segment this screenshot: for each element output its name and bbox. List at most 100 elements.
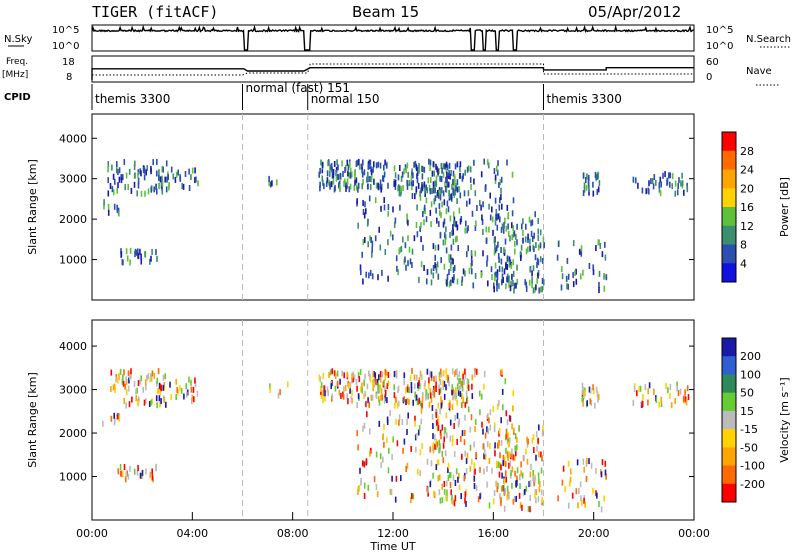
echo-cell	[406, 162, 409, 169]
echo-cell	[456, 224, 459, 231]
echo-cell	[598, 239, 600, 246]
echo-cell	[511, 171, 514, 178]
echo-cell	[122, 374, 124, 381]
echo-cell	[632, 400, 635, 407]
echo-cell	[424, 208, 426, 215]
echo-cell	[434, 443, 436, 450]
colorbar-swatch	[722, 429, 736, 448]
echo-cell	[505, 434, 507, 441]
echo-cell	[428, 184, 431, 191]
echo-cell	[151, 248, 153, 255]
echo-cell	[133, 164, 136, 170]
echo-cell	[318, 171, 320, 178]
colorbar-swatch	[722, 225, 736, 245]
echo-cell	[453, 370, 456, 377]
echo-cell	[515, 481, 517, 488]
echo-cell	[454, 180, 456, 187]
echo-cell	[488, 417, 490, 424]
echo-cell	[357, 222, 359, 229]
echo-cell	[458, 418, 460, 425]
echo-cell	[437, 424, 440, 431]
echo-cell	[337, 164, 339, 171]
echo-cell	[407, 235, 409, 242]
echo-cell	[168, 182, 170, 188]
echo-cell	[430, 201, 433, 208]
echo-cell	[411, 262, 413, 268]
colorbar-swatch	[722, 356, 736, 375]
echo-cell	[140, 375, 142, 382]
echo-cell	[161, 175, 163, 182]
echo-cell	[493, 446, 496, 453]
echo-cell	[660, 401, 663, 407]
echo-cell	[380, 186, 382, 193]
echo-cell	[461, 402, 463, 409]
echo-cell	[394, 496, 397, 503]
echo-cell	[415, 374, 418, 381]
echo-cell	[471, 268, 473, 275]
echo-cell	[332, 178, 335, 185]
echo-cell	[426, 187, 428, 194]
echo-cell	[465, 489, 467, 496]
echo-cell	[489, 442, 491, 449]
echo-cell	[528, 481, 530, 488]
echo-cell	[429, 209, 432, 216]
echo-cell	[512, 259, 514, 266]
echo-cell	[423, 181, 426, 188]
echo-cell	[410, 445, 412, 452]
echo-cell	[359, 163, 361, 170]
echo-cell	[505, 225, 508, 232]
echo-cell	[505, 261, 507, 268]
echo-cell	[459, 161, 462, 168]
echo-cell	[371, 379, 374, 386]
echo-cell	[163, 397, 166, 404]
echo-cell	[533, 447, 535, 453]
colorbar-swatch	[722, 483, 736, 503]
echo-cell	[137, 248, 139, 255]
echo-cell	[372, 166, 374, 173]
echo-cell	[498, 204, 501, 211]
echo-cell	[435, 419, 438, 426]
echo-cell	[107, 190, 110, 197]
echo-cell	[344, 167, 346, 173]
echo-cell	[470, 253, 473, 260]
echo-cell	[474, 225, 477, 231]
echo-cell	[433, 170, 435, 177]
echo-cell	[437, 415, 440, 422]
echo-cell	[363, 422, 366, 429]
echo-cell	[324, 390, 326, 397]
echo-cell	[453, 265, 456, 271]
echo-cell	[268, 175, 270, 182]
echo-cell	[492, 406, 495, 412]
echo-cell	[471, 393, 474, 400]
echo-cell	[449, 232, 451, 238]
echo-cell	[430, 268, 433, 275]
echo-cell	[449, 482, 452, 488]
echo-cell	[538, 486, 541, 493]
echo-cell	[325, 180, 328, 187]
echo-cell	[118, 176, 121, 183]
echo-cell	[451, 404, 454, 411]
station-title: TIGER (fitACF)	[92, 3, 218, 21]
echo-cell	[501, 223, 504, 230]
echo-cell	[468, 198, 471, 205]
echo-cell	[365, 271, 367, 278]
echo-cell	[577, 502, 579, 509]
echo-cell	[452, 266, 455, 273]
echo-cell	[533, 246, 535, 253]
echo-cell	[361, 167, 363, 174]
echo-cell	[439, 497, 442, 504]
echo-cell	[540, 451, 542, 458]
echo-cell	[362, 209, 365, 215]
colorbar-tick-label: 4	[740, 257, 747, 270]
echo-cell	[586, 458, 588, 465]
echo-cell	[499, 493, 501, 500]
echo-cell	[167, 174, 169, 181]
echo-cell	[413, 161, 415, 168]
echo-cell	[492, 229, 494, 236]
echo-cell	[460, 493, 462, 500]
echo-cell	[449, 265, 452, 271]
echo-cell	[439, 232, 442, 239]
echo-cell	[521, 472, 524, 479]
echo-cell	[385, 370, 388, 377]
echo-cell	[381, 371, 384, 378]
